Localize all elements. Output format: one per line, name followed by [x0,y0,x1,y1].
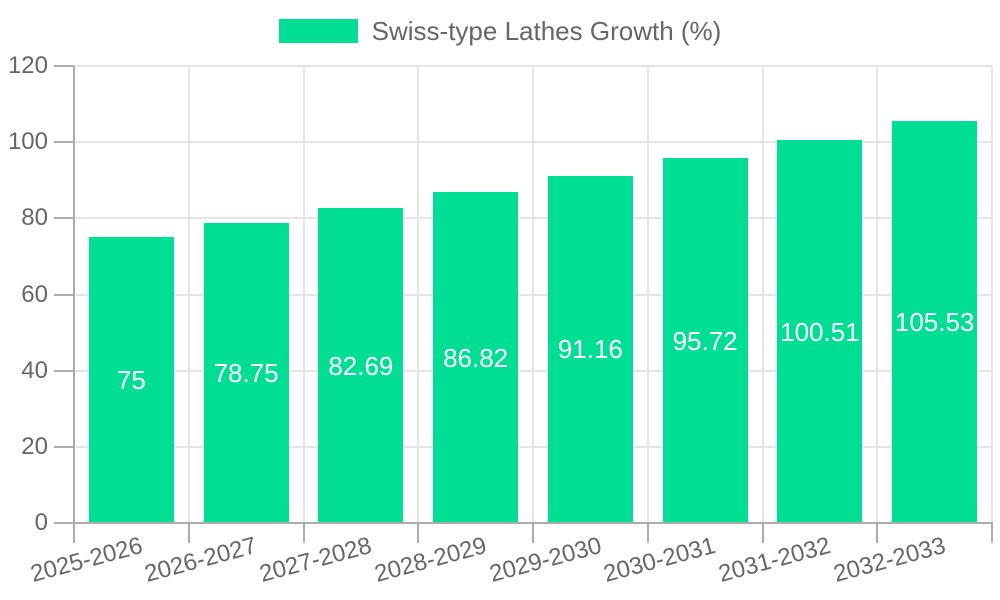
bar[interactable]: 82.69 [318,208,404,523]
x-tick [646,523,649,543]
x-axis-tick-label: 2028-2029 [371,532,490,588]
x-tick [761,523,764,543]
y-tick [54,141,74,144]
bar-value-label: 86.82 [443,342,509,373]
bar[interactable]: 95.72 [662,158,748,523]
bar[interactable]: 91.16 [547,175,633,523]
x-tick [991,523,993,543]
y-axis-tick-label: 120 [7,52,48,79]
legend-swatch-icon [278,19,358,43]
y-tick [54,65,74,67]
y-axis-tick-label: 60 [21,280,48,308]
y-tick [54,445,74,448]
x-axis-tick-label: 2026-2027 [141,532,260,588]
gridline-v [532,66,534,523]
x-tick [876,523,879,543]
x-axis-tick-label: 2027-2028 [256,532,375,588]
x-tick [302,523,305,543]
y-axis-tick-label: 100 [7,128,48,156]
gridline-v [761,66,764,523]
x-tick [417,523,420,543]
x-axis-tick-label: 2032-2033 [830,532,949,588]
bar-value-label: 75 [116,365,146,396]
x-axis-tick-label: 2031-2032 [715,532,834,588]
bar-value-label: 91.16 [557,334,623,365]
bar-value-label: 95.72 [672,325,738,356]
legend-item[interactable]: Swiss-type Lathes Growth (%) [278,16,722,46]
x-axis-tick-label: 2025-2026 [27,532,146,588]
bar-value-label: 100.51 [780,316,860,347]
y-tick [54,293,74,296]
y-axis-tick-label: 20 [21,432,48,460]
y-axis-tick-label: 0 [34,509,48,536]
legend-label: Swiss-type Lathes Growth (%) [371,16,722,46]
gridline-v [187,66,190,523]
bar[interactable]: 105.53 [892,121,978,523]
bar[interactable]: 100.51 [777,140,863,523]
gridline-v [646,66,649,523]
gridline-v [417,66,420,523]
y-axis-tick-label: 40 [21,356,48,384]
bar[interactable]: 75 [88,237,174,523]
legend: Swiss-type Lathes Growth (%) [0,16,1000,46]
gridline-v [876,66,879,523]
y-tick [54,217,74,220]
plot-area: 75 78.75 82.69 86.82 91.16 95.72 100.51 105.53 [74,65,993,523]
bar-value-label: 105.53 [894,307,975,338]
x-tick [73,523,75,543]
x-axis-tick-label: 2030-2031 [600,532,719,588]
x-tick [187,523,190,543]
y-tick [54,369,74,372]
bar-value-label: 82.69 [328,350,394,381]
x-axis-tick-label: 2029-2030 [486,532,605,588]
bar[interactable]: 86.82 [433,192,519,523]
bar-value-label: 78.75 [213,358,279,389]
y-axis-tick-label: 80 [21,204,48,232]
x-tick [532,523,534,543]
bar[interactable]: 78.75 [203,223,289,523]
y-axis-line [73,66,75,523]
gridline-v [991,66,993,523]
y-tick [54,522,74,524]
gridline-v [302,66,305,523]
